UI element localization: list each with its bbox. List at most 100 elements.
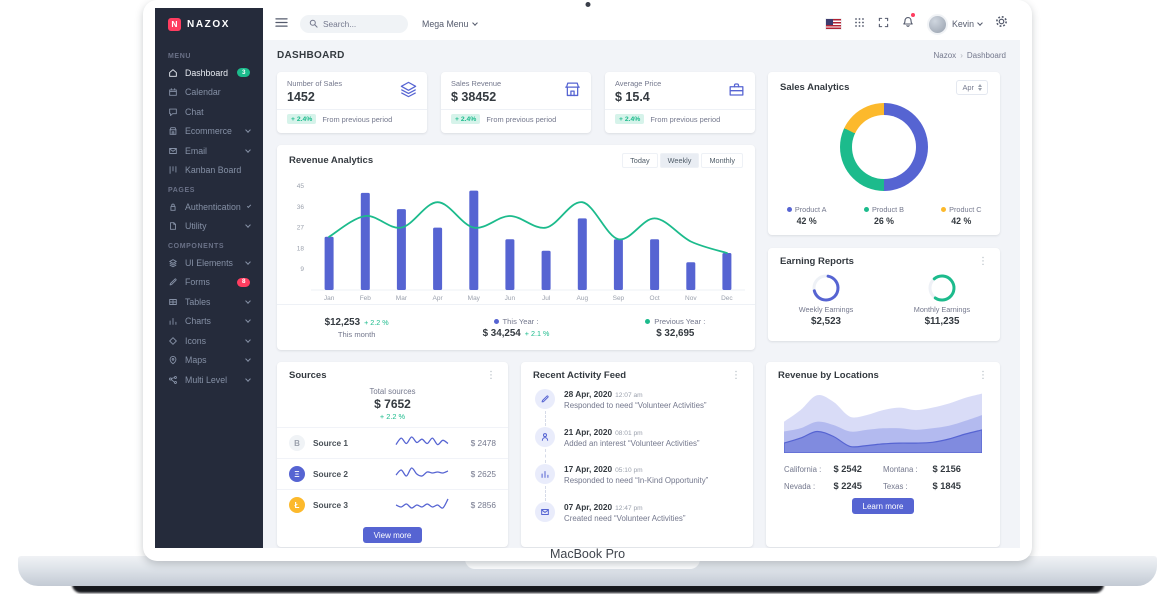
sidebar-item-utility[interactable]: Utility [155,217,263,237]
macbook-shadow [72,584,1104,593]
source-row[interactable]: Ł Source 3 $ 2856 [277,489,508,520]
more-menu-icon[interactable]: ⋮ [978,255,988,267]
sidebar-item-dashboard[interactable]: Dashboard 3 [155,63,263,83]
source-row[interactable]: B Source 1 $ 2478 [277,427,508,458]
sidebar-item-multi-level[interactable]: Multi Level [155,370,263,390]
hamburger-menu-icon[interactable] [275,15,288,33]
this-year-value: $ 34,254 [482,327,521,339]
svg-text:36: 36 [297,204,305,211]
sidebar-item-label: Charts [185,316,211,327]
month-revenue: $12,253 [324,316,361,328]
edit-icon [535,389,555,409]
mail-icon [535,501,555,522]
month-label: This month [337,329,376,339]
stat-value: $ 38452 [451,90,497,104]
more-menu-icon[interactable]: ⋮ [731,369,741,381]
sidebar-item-ecommerce[interactable]: Ecommerce [155,122,263,142]
sidebar-section-label: COMPONENTS [168,243,225,250]
location-value: $ 1845 [932,481,961,491]
revenue-locations-card: Revenue by Locations ⋮ California : $ 254… [766,362,1000,547]
search-input[interactable]: Search... [300,15,408,33]
mega-menu-button[interactable]: Mega Menu [422,19,479,29]
sales-donut-chart [840,103,928,191]
month-select-value: Apr [962,83,974,92]
sidebar-item-email[interactable]: Email [155,141,263,161]
learn-more-button[interactable]: Learn more [851,498,915,514]
legend-value: 42 % [796,216,817,226]
more-menu-icon[interactable]: ⋮ [486,369,496,381]
svg-text:9: 9 [300,266,304,273]
notification-badge [910,13,915,17]
earning-reports-card: Earning Reports ⋮ Weekly Earnings $2,523 M… [768,248,1000,341]
sidebar: N NAZOX MENU Dashboard 3 Calendar Chat Ecomme… [155,8,263,548]
chevron-down-icon [245,127,251,134]
earning-label: Weekly Earnings [798,305,854,314]
brand-name: NAZOX [187,18,230,30]
sales-analytics-card: Sales Analytics Apr Product A 42 % Product… [768,72,1000,235]
sidebar-item-forms[interactable]: Forms 8 [155,273,263,293]
tab-monthly[interactable]: Monthly [701,153,743,168]
brand-logo[interactable]: N NAZOX [155,8,263,40]
donut-hole [852,115,916,179]
activity-items: 28 Apr, 2020 12:07 am Responded to need “V… [521,385,753,539]
sidebar-item-chat[interactable]: Chat [155,102,263,122]
brand-logo-icon: N [168,17,181,31]
apps-grid-icon[interactable] [854,15,865,33]
sidebar-item-calendar[interactable]: Calendar [155,83,263,103]
fullscreen-icon[interactable] [878,15,889,33]
more-menu-icon[interactable]: ⋮ [978,369,988,381]
tab-today[interactable]: Today [622,153,658,168]
view-more-button[interactable]: View more [362,527,423,543]
sidebar-item-authentication[interactable]: Authentication [155,197,263,217]
avatar [926,13,948,35]
chart-icon [535,464,555,484]
stat-value: $ 15.4 [615,90,650,104]
activity-item: 17 Apr, 2020 05:10 pm Responded to need “I… [535,464,741,502]
mega-menu-label: Mega Menu [422,19,469,29]
sidebar-item-maps[interactable]: Maps [155,351,263,371]
sidebar-item-label: Ecommerce [185,126,232,137]
notifications-bell-icon[interactable] [902,13,915,33]
tab-weekly[interactable]: Weekly [659,153,700,168]
svg-text:Aug: Aug [577,295,589,302]
legend-dot [863,207,869,212]
sidebar-item-ui-elements[interactable]: UI Elements [155,253,263,273]
language-flag-icon[interactable] [825,19,841,29]
sidebar-badge: 3 [237,68,250,78]
earning-item: Monthly Earnings $11,235 [884,273,1000,327]
source-sparkline [395,498,449,509]
location-value: $ 2245 [833,481,862,491]
location-value: $ 2542 [833,464,862,474]
activity-date: 21 Apr, 2020 08:01 pm [564,426,643,437]
source-row[interactable]: Ξ Source 2 $ 2625 [277,458,508,489]
activity-time: 08:01 pm [615,429,643,437]
sidebar-section-label: PAGES [168,187,195,194]
change-badge: + 2.4% [615,114,645,124]
stat-title: Average Price [615,79,662,88]
activity-text: Added an interest “Volunteer Activities” [564,438,700,448]
settings-gear-icon[interactable] [995,15,1008,33]
sidebar-item-icons[interactable]: Icons [155,331,263,351]
legend-label: Product B [871,205,905,214]
breadcrumb-root[interactable]: Nazox [933,51,957,60]
sidebar-item-kanban-board[interactable]: Kanban Board [155,161,263,181]
dashboard-app: N NAZOX MENU Dashboard 3 Calendar Chat Ecomme… [155,8,1020,548]
month-select[interactable]: Apr [956,80,988,95]
location-label: Texas : [883,481,908,491]
total-sources-label: Total sources [369,387,416,396]
source-name: Source 1 [313,438,349,448]
source-value: $ 2856 [470,500,496,510]
sidebar-item-tables[interactable]: Tables [155,292,263,312]
sidebar-badge: 8 [237,277,250,287]
store-icon [168,126,178,136]
month-change: + 2.2 % [364,317,389,327]
svg-text:18: 18 [297,245,305,252]
stat-card-number-of-sales: Number of Sales 1452 + 2.4% From previous p… [277,72,427,133]
mail-icon [168,146,178,156]
sidebar-item-charts[interactable]: Charts [155,312,263,332]
source-icon: B [289,435,305,451]
svg-text:Dec: Dec [721,295,733,302]
user-menu[interactable]: Kevin [926,13,983,35]
sidebar-item-label: Maps [185,355,207,366]
svg-text:45: 45 [297,183,305,190]
